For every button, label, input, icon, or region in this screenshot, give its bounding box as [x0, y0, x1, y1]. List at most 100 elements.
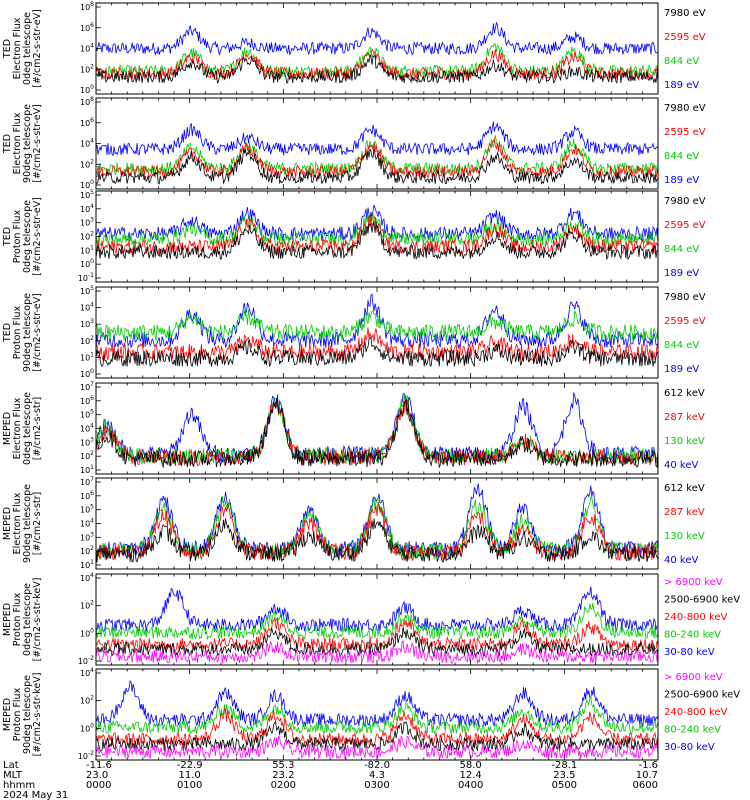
footer-mlt: 23.2 [272, 770, 294, 781]
legend-entry: 130 keV [664, 531, 705, 542]
y-axis-label: Electron Flux [12, 17, 23, 79]
legend-entry: 189 eV [664, 364, 699, 375]
legend-entry: 189 eV [664, 80, 699, 91]
y-tick-label: 10-1 [78, 272, 94, 283]
y-tick-label: 104 [80, 302, 94, 313]
legend-entry: 7980 eV [664, 292, 706, 303]
series-line-2595-ev [95, 327, 659, 362]
y-tick-label: 102 [80, 335, 94, 346]
footer-mlt: 23.5 [553, 770, 575, 781]
legend-entry: 2500-6900 keV [664, 595, 740, 606]
series-line-2595-ev [95, 47, 659, 81]
legend-entry: 7980 eV [664, 196, 706, 207]
panel-6: 107 106 105 104 103 102 101 MEPED Electron Flux 9… [2, 476, 705, 570]
footer-lat: -22.9 [177, 760, 203, 771]
y-tick-label: 107 [80, 381, 94, 392]
series-line-30-80-kev [95, 586, 658, 633]
y-tick-label: 104 [80, 518, 94, 529]
legend-entry: 612 keV [664, 483, 705, 494]
footer-row-label: MLT [3, 770, 23, 781]
footer-lat: 55.3 [272, 760, 294, 771]
y-axis-label: 0deg telescope [22, 583, 33, 656]
y-axis-label: 90deg telescope [22, 104, 33, 183]
y-tick-label: 106 [80, 117, 94, 128]
series-line-7980-ev [95, 53, 659, 84]
panel-4: 105 104 103 102 101 100 TED Proton Flux 90deg te… [2, 285, 706, 379]
series-line-30-80-kev [95, 680, 659, 728]
y-axis-label: TED [2, 134, 13, 154]
y-tick-label: 104 [80, 43, 94, 54]
series-line--6900-kev [95, 640, 659, 665]
y-tick-label: 102 [80, 63, 94, 74]
y-axis-label: [#/cm2-s-str-keV] [32, 673, 43, 757]
footer-lat: 58.0 [460, 760, 482, 771]
legend-entry: 844 eV [664, 56, 699, 67]
series-line-189-ev [95, 204, 659, 242]
series-line-612-kev [95, 397, 659, 469]
footer-lat: -82.0 [364, 760, 390, 771]
footer-row-label: Lat [3, 760, 19, 771]
footer-mlt: 10.7 [636, 770, 658, 781]
panel-3: 105 104 103 102 101 100 10-1 TED Proton Flux 0deg… [2, 189, 706, 283]
y-axis-label: 0deg telescope [22, 12, 33, 85]
panel-2: 108 106 104 102 100 TED Electron Flux 90deg tel… [2, 96, 706, 190]
footer-hhmm: 0100 [177, 780, 202, 791]
footer-hhmm: 0600 [633, 780, 658, 791]
y-axis-label: 90deg telescope [22, 675, 33, 754]
y-axis-label: MEPED [2, 507, 13, 540]
legend-entry: 240-800 keV [664, 707, 728, 718]
panel-5: 107 106 105 104 103 102 101 MEPED Electron Flux 0… [2, 381, 705, 475]
y-tick-label: 102 [80, 450, 94, 461]
legend-entry: 612 keV [664, 388, 705, 399]
footer-mlt: 4.3 [369, 770, 385, 781]
y-tick-label: 101 [80, 244, 94, 255]
footer-hhmm: 0200 [271, 780, 296, 791]
y-axis-label: Proton Flux [12, 305, 23, 359]
y-tick-label: 100 [80, 179, 94, 190]
series-line-2595-ev [96, 214, 659, 256]
y-tick-label: 100 [80, 722, 94, 733]
legend-entry: 7980 eV [664, 8, 706, 19]
y-tick-label: 108 [80, 1, 94, 12]
y-tick-label: 108 [80, 96, 94, 107]
y-tick-label: 101 [80, 559, 94, 570]
legend-entry: 40 keV [664, 460, 698, 471]
series-line-2595-ev [95, 137, 659, 180]
series-line-80-240-kev [95, 695, 659, 736]
legend-entry: 189 eV [664, 175, 699, 186]
legend-entry: 287 keV [664, 412, 705, 423]
y-tick-label: 103 [80, 318, 94, 329]
y-tick-label: 104 [80, 423, 94, 434]
footer-lat: -1.6 [638, 760, 658, 771]
y-axis-label: [#/cm2-s-str-eV] [32, 293, 43, 372]
series-line-130-kev [95, 495, 659, 561]
footer-hhmm: 0300 [364, 780, 389, 791]
y-axis-label: [#/cm2-s-str] [32, 492, 43, 555]
y-tick-label: 100 [80, 368, 94, 379]
legend-entry: 2595 eV [664, 127, 706, 138]
legend-entry: 240-800 keV [664, 612, 728, 623]
y-tick-label: 104 [80, 203, 94, 214]
y-axis-label: TED [2, 39, 13, 59]
footer-hhmm: 0500 [552, 780, 577, 791]
y-tick-label: 104 [80, 138, 94, 149]
y-axis-label: [#/cm2-s-str-keV] [32, 578, 43, 662]
legend-entry: 2595 eV [664, 316, 706, 327]
footer-row-label: hhmm [3, 780, 35, 791]
y-tick-label: 105 [80, 504, 94, 515]
series-line-2500-6900-kev [95, 720, 659, 752]
series-line-7980-ev [95, 147, 659, 185]
y-tick-label: 102 [80, 231, 94, 242]
legend-entry: 80-240 keV [664, 725, 721, 736]
y-tick-label: 104 [80, 667, 94, 678]
y-tick-label: 105 [80, 409, 94, 420]
y-tick-label: 106 [80, 395, 94, 406]
panel-7: 104 102 100 10-2 MEPED Proton Flux 0deg telesc… [2, 572, 740, 666]
y-tick-label: 103 [80, 217, 94, 228]
legend-entry: 2595 eV [664, 32, 706, 43]
y-axis-label: TED [2, 227, 13, 247]
series-line-612-kev [95, 518, 659, 563]
footer-lat: -28.1 [551, 760, 577, 771]
y-tick-label: 10-2 [78, 655, 94, 666]
y-axis-label: [#/cm2-s-str] [32, 397, 43, 460]
